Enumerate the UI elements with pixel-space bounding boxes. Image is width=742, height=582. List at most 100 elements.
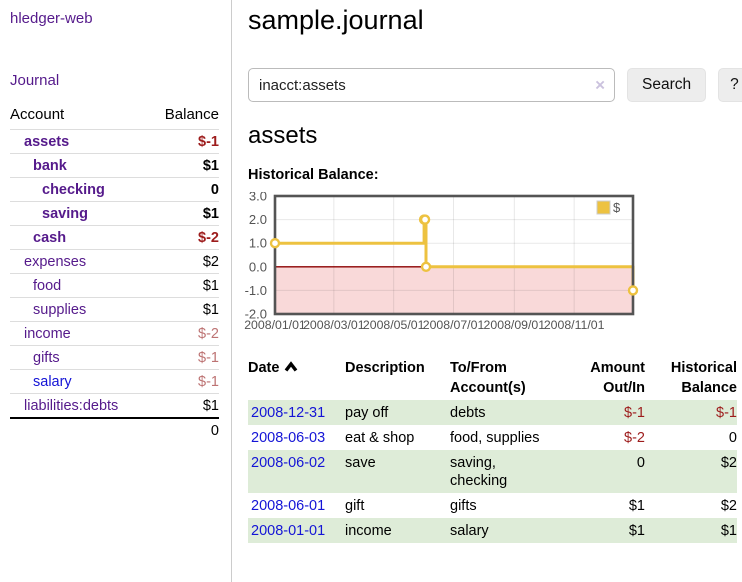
- transaction-balance: $2: [720, 454, 737, 471]
- account-link[interactable]: assets: [24, 133, 70, 150]
- search-button[interactable]: Search: [627, 68, 707, 102]
- sidebar: hledger-web Journal Account Balance asse…: [0, 0, 232, 582]
- transaction-amount: 0: [636, 454, 645, 471]
- balance-chart: $3.0 2.0 1.0 0.0 -1.0 -2.02008/01/012008/03/0…: [244, 192, 639, 332]
- transaction-date-link[interactable]: 2008-12-31: [251, 404, 326, 421]
- search-box: ×: [248, 68, 615, 102]
- accounts-header-account: Account: [10, 106, 65, 123]
- register-header-tofrom: To/From Account(s): [450, 360, 526, 396]
- account-link[interactable]: supplies: [33, 301, 87, 318]
- chart-legend-label: $: [613, 200, 621, 215]
- transaction-date-link[interactable]: 2008-06-02: [251, 454, 326, 471]
- chart-y-tick-label: -2.0: [245, 307, 267, 322]
- register-table: Date Description To/From Account(s) Amount …: [248, 356, 737, 543]
- account-link[interactable]: salary: [33, 373, 72, 390]
- transaction-row: 2008-01-01 income salary $1 $1: [248, 518, 737, 543]
- account-balance: $1: [202, 205, 219, 222]
- account-row: expenses $2: [10, 249, 219, 274]
- transaction-accounts: gifts: [450, 497, 477, 514]
- account-balance: 0: [210, 181, 219, 198]
- chart-data-point: [627, 285, 639, 296]
- account-row: checking 0: [10, 177, 219, 202]
- chart-border: [273, 194, 635, 316]
- transaction-date-link[interactable]: 2008-01-01: [251, 522, 326, 539]
- account-balance: $2: [202, 253, 219, 270]
- account-balance: $-2: [198, 325, 219, 342]
- transaction-description: gift: [345, 497, 365, 514]
- transaction-row: 2008-06-02 save saving, checking 0 $2: [248, 450, 737, 493]
- transaction-amount: $-2: [624, 429, 645, 446]
- transaction-date-link[interactable]: 2008-06-01: [251, 497, 326, 514]
- account-row: salary $-1: [10, 369, 219, 394]
- chart-x-tick-label: 2008/01/01: [244, 318, 306, 332]
- transaction-date-link[interactable]: 2008-06-03: [251, 429, 326, 446]
- transaction-accounts: saving, checking: [450, 454, 508, 489]
- clear-search-icon[interactable]: ×: [595, 75, 605, 95]
- transaction-balance: $1: [720, 522, 737, 539]
- register-header-date[interactable]: Date: [248, 356, 345, 400]
- chart-y-tick-label: 3.0: [249, 192, 267, 204]
- account-link[interactable]: gifts: [33, 349, 60, 366]
- account-balance: $-1: [198, 373, 219, 390]
- app-title-link[interactable]: hledger-web: [10, 10, 93, 27]
- account-row: income $-2: [10, 321, 219, 346]
- chart-legend-swatch: [596, 200, 611, 215]
- transaction-amount: $-1: [624, 404, 645, 421]
- help-button[interactable]: ?: [718, 68, 742, 102]
- account-link[interactable]: bank: [33, 157, 67, 174]
- account-row: supplies $1: [10, 297, 219, 322]
- transaction-row: 2008-06-03 eat & shop food, supplies $-2 0: [248, 425, 737, 450]
- account-link[interactable]: checking: [42, 181, 105, 198]
- sidebar-item-journal[interactable]: Journal: [10, 72, 60, 89]
- transaction-description: pay off: [345, 404, 389, 421]
- account-link[interactable]: income: [24, 325, 71, 342]
- sort-ascending-icon: [285, 361, 298, 372]
- chart-data-point: [419, 214, 431, 225]
- chart-x-tick-label: 2008/11/01: [544, 318, 605, 332]
- accounts-total-value: 0: [149, 417, 219, 443]
- chart-data-point: [420, 261, 432, 273]
- chart-title: Historical Balance:: [248, 167, 379, 183]
- register-header-amount: Amount Out/In: [590, 360, 645, 396]
- search-bar: × Search ?: [248, 68, 742, 102]
- account-link[interactable]: liabilities:debts: [24, 397, 119, 414]
- transaction-description: save: [345, 454, 376, 471]
- chart-negative-region: [275, 266, 633, 314]
- chart-x-tick-label: 2008/07/01: [423, 318, 485, 332]
- account-link[interactable]: cash: [33, 229, 67, 246]
- account-row: gifts $-1: [10, 345, 219, 370]
- transaction-description: eat & shop: [345, 429, 415, 446]
- account-link[interactable]: food: [33, 277, 62, 294]
- transaction-amount: $1: [628, 522, 645, 539]
- transaction-description: income: [345, 522, 392, 539]
- account-row: food $1: [10, 273, 219, 298]
- transaction-accounts: food, supplies: [450, 429, 540, 446]
- register-header-historical: Historical Balance: [670, 360, 737, 396]
- chart-x-tick-label: 2008/03/01: [303, 318, 365, 332]
- chart-y-tick-label: 0.0: [249, 259, 267, 274]
- account-balance: $-2: [198, 229, 219, 246]
- register-header-row: Date Description To/From Account(s) Amount …: [248, 356, 737, 400]
- page-title: sample.journal: [248, 5, 424, 35]
- transaction-accounts: debts: [450, 404, 486, 421]
- account-balance: $1: [202, 277, 219, 294]
- chart-y-tick-label: 2.0: [249, 212, 267, 227]
- account-balance: $1: [202, 301, 219, 318]
- account-link[interactable]: expenses: [24, 253, 87, 270]
- account-row: assets $-1: [10, 129, 219, 154]
- transaction-row: 2008-12-31 pay off debts $-1 $-1: [248, 400, 737, 425]
- transaction-balance: 0: [728, 429, 737, 446]
- account-balance: $1: [202, 157, 219, 174]
- account-row: bank $1: [10, 153, 219, 178]
- account-link[interactable]: saving: [42, 205, 88, 222]
- transaction-amount: $1: [628, 497, 645, 514]
- transaction-balance: $2: [720, 497, 737, 514]
- chart-x-tick-label: 2008/09/01: [484, 318, 546, 332]
- account-balance: $-1: [198, 133, 219, 150]
- accounts-table: Account Balance assets $-1 bank $1 checking 0…: [10, 104, 219, 443]
- chart-data-point: [269, 238, 281, 249]
- account-balance: $1: [202, 397, 219, 414]
- search-input[interactable]: [248, 68, 615, 102]
- account-row: cash $-2: [10, 225, 219, 250]
